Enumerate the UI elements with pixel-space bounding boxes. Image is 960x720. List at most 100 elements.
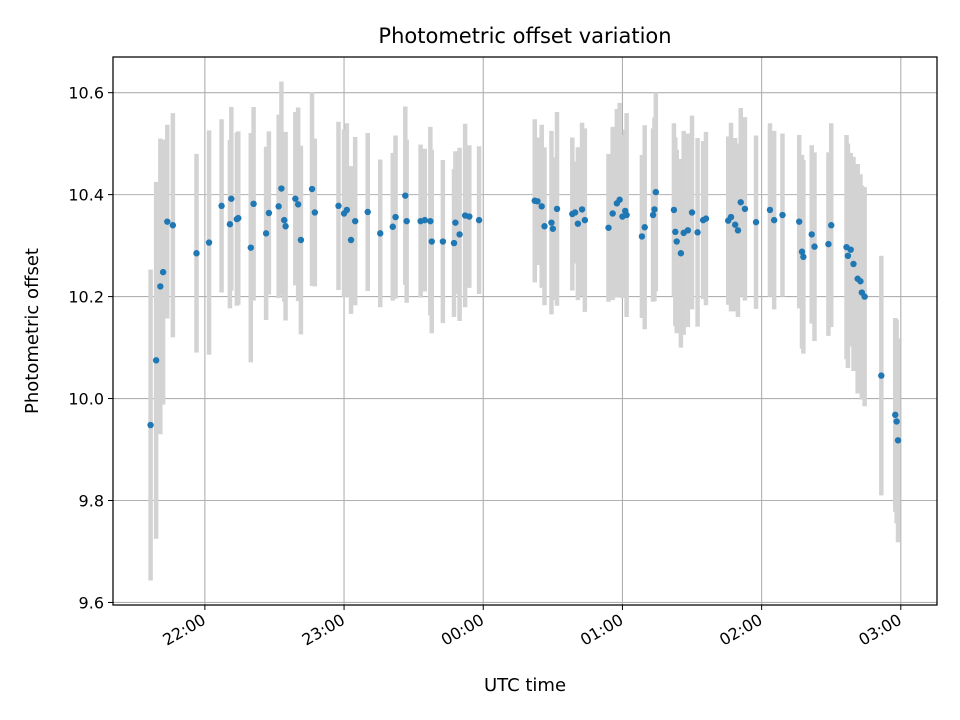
data-point bbox=[894, 437, 902, 444]
data-point bbox=[574, 220, 582, 227]
data-point bbox=[228, 195, 235, 202]
data-point bbox=[548, 219, 555, 226]
data-point bbox=[364, 208, 371, 216]
y-tick-label: 10.4 bbox=[68, 186, 104, 205]
y-axis-label: Photometric offset bbox=[22, 248, 43, 414]
data-point bbox=[737, 199, 744, 206]
data-point bbox=[878, 372, 885, 379]
data-point bbox=[297, 236, 305, 244]
y-tick-label: 9.8 bbox=[79, 491, 104, 510]
data-point bbox=[684, 227, 692, 234]
y-tick-label: 9.6 bbox=[79, 593, 104, 612]
data-point bbox=[828, 222, 835, 229]
data-point bbox=[427, 217, 434, 225]
data-point bbox=[534, 198, 541, 205]
data-point bbox=[811, 243, 818, 250]
data-point bbox=[538, 203, 545, 210]
data-point bbox=[450, 239, 458, 247]
y-axis: 9.6 9.8 10.0 10.2 10.4 10.6 bbox=[68, 84, 113, 612]
data-point bbox=[347, 236, 355, 244]
data-point bbox=[392, 213, 399, 221]
data-point bbox=[265, 209, 273, 217]
data-point bbox=[282, 223, 289, 230]
data-point bbox=[164, 218, 171, 225]
data-point bbox=[541, 223, 548, 230]
data-point bbox=[798, 248, 806, 255]
data-point bbox=[825, 240, 832, 248]
data-point bbox=[673, 238, 680, 245]
data-point bbox=[677, 250, 685, 257]
data-point bbox=[281, 216, 288, 224]
data-point bbox=[857, 278, 864, 285]
y-tick-label: 10.0 bbox=[68, 390, 104, 409]
data-point bbox=[308, 185, 316, 193]
data-point bbox=[808, 231, 815, 238]
data-point bbox=[428, 238, 435, 245]
data-point bbox=[779, 211, 786, 219]
data-point bbox=[844, 252, 852, 260]
data-point bbox=[796, 218, 803, 225]
data-point bbox=[250, 200, 257, 208]
data-point bbox=[609, 210, 616, 217]
data-point bbox=[616, 196, 623, 203]
data-point bbox=[456, 231, 463, 238]
data-point bbox=[638, 233, 646, 240]
y-tick-label: 10.2 bbox=[68, 288, 104, 307]
plot-frame bbox=[112, 56, 938, 606]
data-point bbox=[727, 213, 735, 221]
data-point bbox=[571, 209, 579, 216]
data-point bbox=[218, 202, 225, 210]
data-point bbox=[641, 224, 648, 231]
data-point bbox=[235, 214, 242, 222]
data-point bbox=[351, 217, 359, 225]
data-point bbox=[475, 216, 483, 224]
data-point bbox=[262, 230, 270, 237]
data-point bbox=[247, 244, 254, 251]
data-point bbox=[193, 250, 200, 257]
y-tick-label: 10.6 bbox=[68, 84, 104, 103]
data-point bbox=[578, 206, 586, 213]
data-point bbox=[734, 227, 742, 234]
data-point bbox=[311, 209, 319, 216]
data-point bbox=[292, 195, 299, 202]
data-point bbox=[731, 221, 739, 228]
data-point bbox=[169, 222, 177, 229]
data-point bbox=[672, 228, 679, 236]
data-point bbox=[770, 216, 778, 224]
data-point bbox=[688, 209, 696, 216]
data-point bbox=[581, 216, 589, 224]
data-point bbox=[752, 218, 760, 226]
data-point bbox=[275, 203, 282, 210]
data-point bbox=[421, 216, 428, 224]
data-point bbox=[861, 293, 868, 300]
data-point bbox=[549, 225, 557, 232]
data-point bbox=[670, 206, 678, 214]
data-point bbox=[623, 211, 630, 219]
data-point bbox=[850, 260, 857, 268]
data-point bbox=[403, 217, 410, 225]
data-point bbox=[226, 221, 234, 228]
data-point bbox=[800, 253, 807, 261]
x-axis-label: UTC time bbox=[484, 675, 566, 696]
data-point bbox=[152, 357, 160, 364]
data-point bbox=[147, 421, 154, 429]
data-point bbox=[893, 418, 900, 425]
data-point bbox=[466, 213, 473, 220]
data-point bbox=[892, 411, 899, 419]
data-point bbox=[278, 185, 285, 192]
data-point bbox=[651, 206, 658, 213]
data-point bbox=[159, 268, 167, 276]
data-point bbox=[702, 215, 710, 222]
data-point bbox=[343, 206, 351, 214]
data-point bbox=[741, 205, 749, 213]
data-point bbox=[652, 188, 660, 196]
data-point bbox=[649, 211, 657, 219]
data-point bbox=[389, 223, 396, 230]
data-point bbox=[605, 224, 612, 231]
data-point bbox=[766, 206, 774, 214]
data-point bbox=[157, 283, 164, 290]
data-point bbox=[335, 202, 342, 210]
chart-title: Photometric offset variation bbox=[378, 24, 671, 48]
